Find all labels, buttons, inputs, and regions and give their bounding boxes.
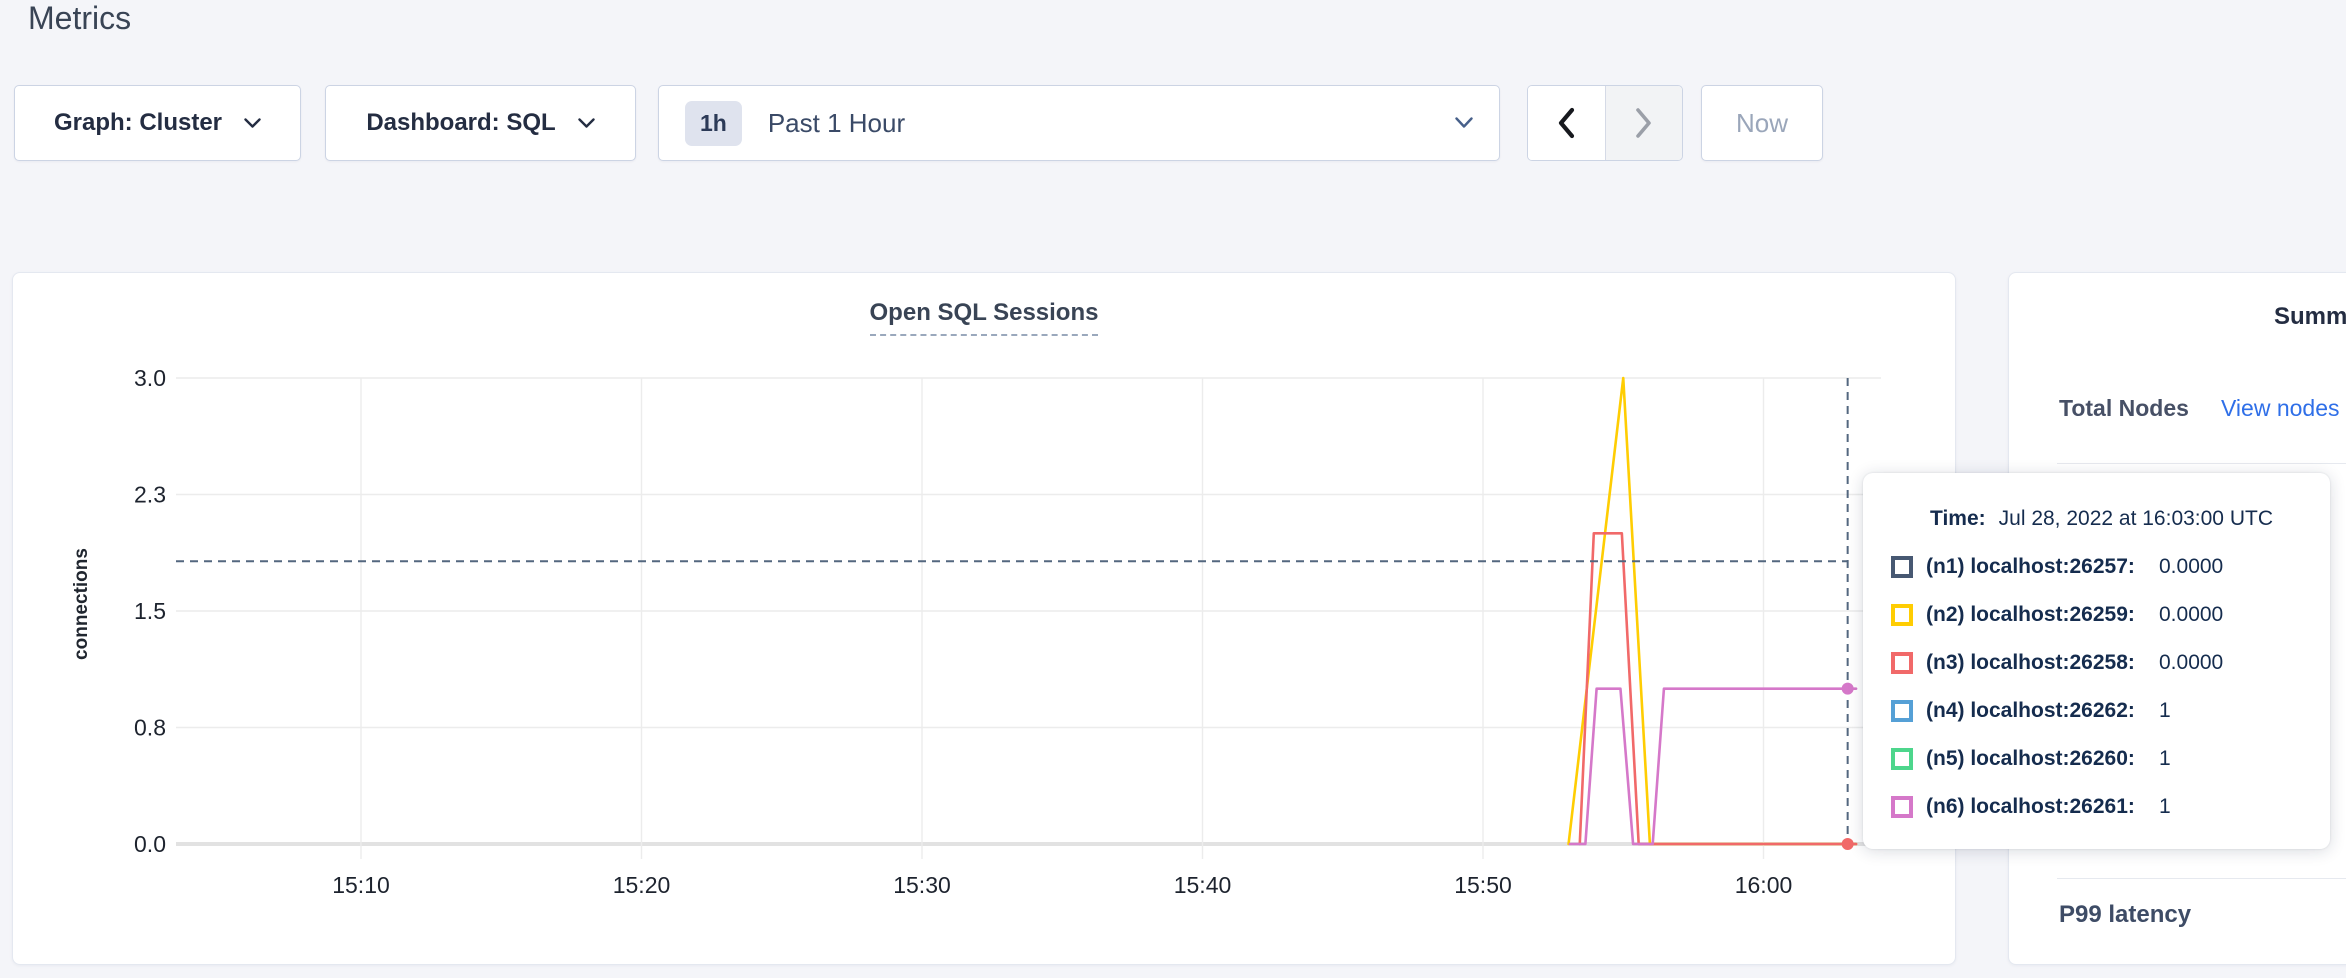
tooltip-series-value: 1 <box>2159 747 2171 770</box>
sql-sessions-line-chart[interactable]: 0.0 0.8 1.5 2.3 3.0 15:10 15:20 15:30 15:40 15:50… <box>13 273 1957 966</box>
series-color-swatch-n6 <box>1891 796 1913 818</box>
summary-divider <box>2057 463 2346 464</box>
x-tick-label: 15:50 <box>1454 872 1512 898</box>
total-nodes-label: Total Nodes <box>2059 395 2189 421</box>
tooltip-series-label: (n1) localhost:26257: <box>1926 555 2135 578</box>
chevron-down-icon <box>244 117 261 128</box>
time-step-forward-button[interactable] <box>1604 86 1682 160</box>
tooltip-series-value: 0.0000 <box>2159 555 2224 578</box>
time-range-label: Past 1 Hour <box>767 107 906 138</box>
x-tick-label: 15:20 <box>613 872 671 898</box>
tooltip-series-label: (n4) localhost:26262: <box>1926 699 2135 722</box>
tooltip-time-label: Time: <box>1930 507 1986 530</box>
y-tick-label: 0.0 <box>134 831 166 857</box>
tooltip-series-rows: (n1) localhost:26257: 0.0000 (n2) localhos… <box>1863 543 2330 831</box>
series-line-n3 <box>1578 532 1858 846</box>
series-color-swatch-n4 <box>1891 700 1913 722</box>
chart-title[interactable]: Open SQL Sessions <box>869 299 1099 336</box>
summary-divider <box>2057 878 2346 879</box>
chevron-right-icon <box>1635 108 1651 138</box>
y-tick-label: 1.5 <box>134 598 166 624</box>
time-range-selector[interactable]: 1h Past 1 Hour <box>658 85 1500 161</box>
chevron-left-icon <box>1559 107 1575 139</box>
summary-heading: Summary <box>2274 303 2346 330</box>
tooltip-series-label: (n5) localhost:26260: <box>1926 747 2135 770</box>
tooltip-time-row: Time: Jul 28, 2022 at 16:03:00 UTC <box>1863 495 2330 543</box>
tooltip-series-row-n6: (n6) localhost:26261: 1 <box>1863 783 2330 831</box>
series-color-swatch-n2 <box>1891 604 1913 626</box>
graph-scope-dropdown-label: Graph: Cluster <box>53 109 223 136</box>
view-nodes-link[interactable]: View nodes list <box>2221 395 2346 421</box>
tooltip-series-value: 0.0000 <box>2159 651 2224 674</box>
open-sql-sessions-chart-card: Open SQL Sessions connections 0.0 0.8 1.5 2… <box>12 272 1956 965</box>
x-tick-label: 16:00 <box>1735 872 1793 898</box>
crosshair-dot-n6 <box>1841 682 1854 695</box>
y-tick-label: 3.0 <box>134 365 166 391</box>
now-button-label: Now <box>1735 107 1788 138</box>
x-tick-label: 15:40 <box>1174 872 1232 898</box>
tooltip-series-row-n1: (n1) localhost:26257: 0.0000 <box>1863 543 2330 591</box>
tooltip-time-value: Jul 28, 2022 at 16:03:00 UTC <box>1998 507 2273 530</box>
x-tick-label: 15:30 <box>893 872 951 898</box>
time-range-badge: 1h <box>685 100 742 146</box>
series-line-n6 <box>1568 687 1858 846</box>
y-tick-label: 0.8 <box>134 715 166 741</box>
tooltip-series-row-n3: (n3) localhost:26258: 0.0000 <box>1863 639 2330 687</box>
chevron-down-icon <box>1455 117 1473 128</box>
tooltip-series-label: (n2) localhost:26259: <box>1926 603 2135 626</box>
tooltip-series-value: 0.0000 <box>2159 603 2224 626</box>
y-tick-label: 2.3 <box>134 482 166 508</box>
series-color-swatch-n5 <box>1891 748 1913 770</box>
dashboard-dropdown-label: Dashboard: SQL <box>366 109 556 136</box>
tooltip-series-label: (n3) localhost:26258: <box>1926 651 2135 674</box>
dashboard-dropdown[interactable]: Dashboard: SQL <box>325 85 636 161</box>
p99-latency-label: P99 latency <box>2059 901 2192 928</box>
crosshair-dot-n3 <box>1841 838 1854 850</box>
time-step-back-button[interactable] <box>1528 86 1605 160</box>
tooltip-series-value: 1 <box>2159 795 2171 818</box>
now-button[interactable]: Now <box>1701 85 1823 161</box>
chart-hover-tooltip: Time: Jul 28, 2022 at 16:03:00 UTC (n1) … <box>1863 473 2330 849</box>
series-color-swatch-n3 <box>1891 652 1913 674</box>
tooltip-series-label: (n6) localhost:26261: <box>1926 795 2135 818</box>
x-tick-label: 15:10 <box>332 872 390 898</box>
graph-scope-dropdown[interactable]: Graph: Cluster <box>14 85 301 161</box>
time-step-buttons <box>1527 85 1683 161</box>
page-title: Metrics <box>28 0 132 36</box>
tooltip-series-value: 1 <box>2159 699 2171 722</box>
chevron-down-icon <box>577 117 595 128</box>
series-color-swatch-n1 <box>1891 556 1913 578</box>
tooltip-series-row-n4: (n4) localhost:26262: 1 <box>1863 687 2330 735</box>
tooltip-series-row-n5: (n5) localhost:26260: 1 <box>1863 735 2330 783</box>
tooltip-series-row-n2: (n2) localhost:26259: 0.0000 <box>1863 591 2330 639</box>
